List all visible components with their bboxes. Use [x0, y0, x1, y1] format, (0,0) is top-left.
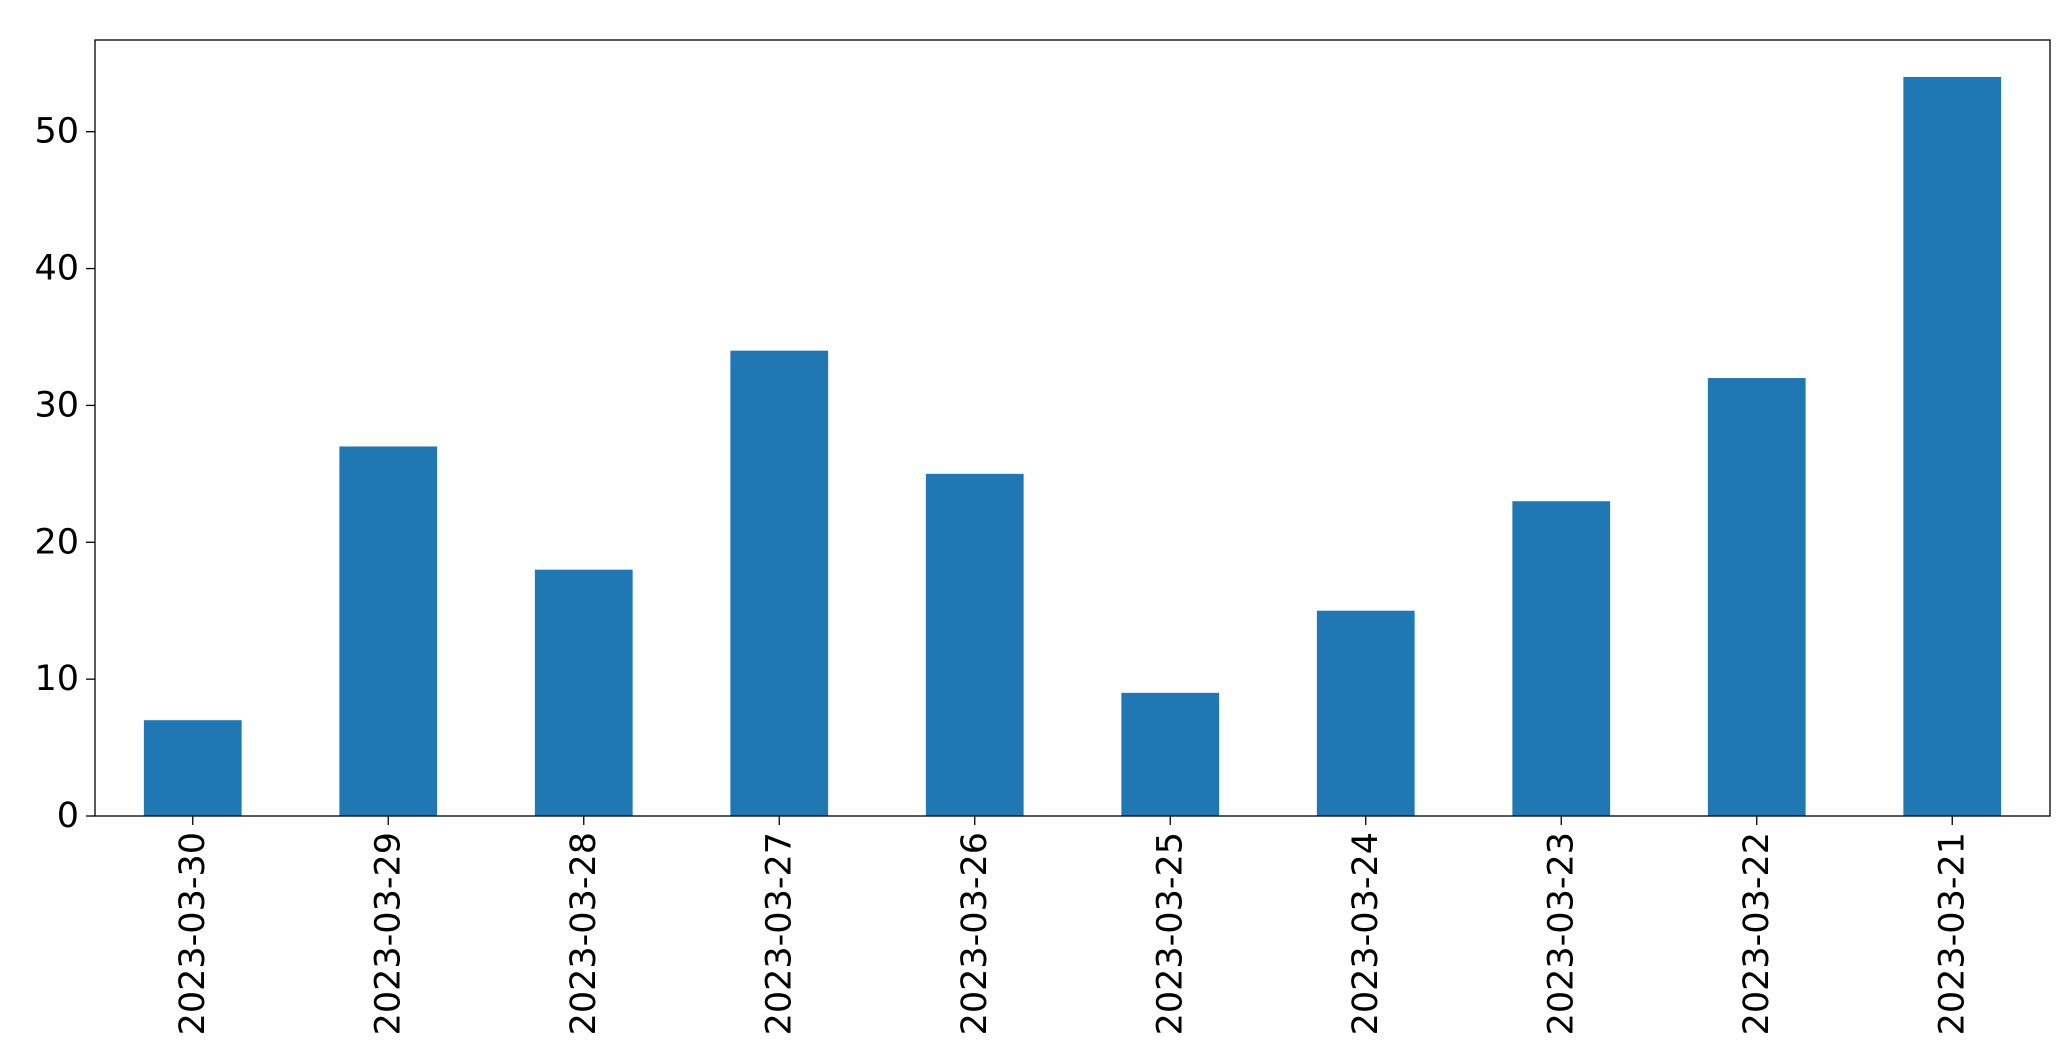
- y-tick-label: 20: [34, 522, 79, 562]
- bar: [1903, 76, 2002, 816]
- y-tick-label: 30: [34, 385, 79, 425]
- y-tick-label: 40: [34, 249, 79, 289]
- y-tick-label: 10: [34, 659, 79, 699]
- bar: [730, 350, 829, 816]
- x-tick-label: 2023-03-30: [173, 832, 213, 1035]
- x-tick-label: 2023-03-29: [368, 832, 408, 1035]
- x-tick-label: 2023-03-25: [1150, 832, 1190, 1035]
- y-tick-label: 50: [34, 112, 79, 152]
- x-tick-label: 2023-03-26: [955, 832, 995, 1035]
- plot-frame: [94, 39, 2051, 817]
- bar: [1512, 501, 1611, 816]
- x-tick-label: 2023-03-22: [1737, 832, 1777, 1035]
- bar: [1707, 378, 1806, 816]
- x-tick-label: 2023-03-21: [1932, 832, 1972, 1035]
- bar: [1316, 610, 1415, 816]
- bar: [143, 720, 242, 816]
- y-tick-label: 0: [57, 796, 79, 836]
- bar: [534, 569, 633, 816]
- x-tick-label: 2023-03-24: [1346, 832, 1386, 1035]
- x-tick-label: 2023-03-27: [759, 832, 799, 1035]
- bar: [339, 446, 438, 816]
- x-tick-label: 2023-03-23: [1541, 832, 1581, 1035]
- x-tick-label: 2023-03-28: [564, 832, 604, 1035]
- bar: [925, 473, 1024, 816]
- bar: [1121, 692, 1220, 816]
